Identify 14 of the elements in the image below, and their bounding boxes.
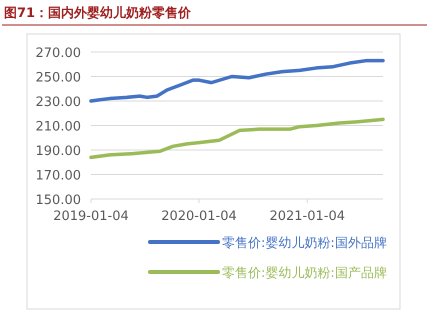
y-tick-label: 150.00 [36, 193, 81, 208]
y-tick-label: 190.00 [36, 144, 81, 159]
chart-title: 图71：国内外婴幼儿奶粉零售价 [4, 6, 192, 21]
y-tick-label: 210.00 [36, 120, 81, 134]
y-tick-label: 170.00 [36, 168, 81, 184]
line-series [89, 58, 385, 103]
legend: 零售价:婴幼儿奶粉:国外品牌 零售价:婴幼儿奶粉:国产品牌 [148, 236, 387, 281]
y-tick-label: 270.00 [36, 46, 81, 61]
x-tick-label: 2019-01-04 [53, 209, 129, 224]
x-tick-label: 2021-01-04 [269, 209, 346, 224]
x-tick-label: 2020-01-04 [161, 209, 237, 224]
line-series [89, 118, 385, 160]
y-tick-label: 230.00 [36, 95, 81, 110]
y-tick-label: 250.00 [36, 70, 81, 86]
